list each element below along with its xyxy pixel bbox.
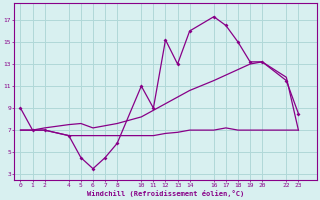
X-axis label: Windchill (Refroidissement éolien,°C): Windchill (Refroidissement éolien,°C) (87, 190, 244, 197)
